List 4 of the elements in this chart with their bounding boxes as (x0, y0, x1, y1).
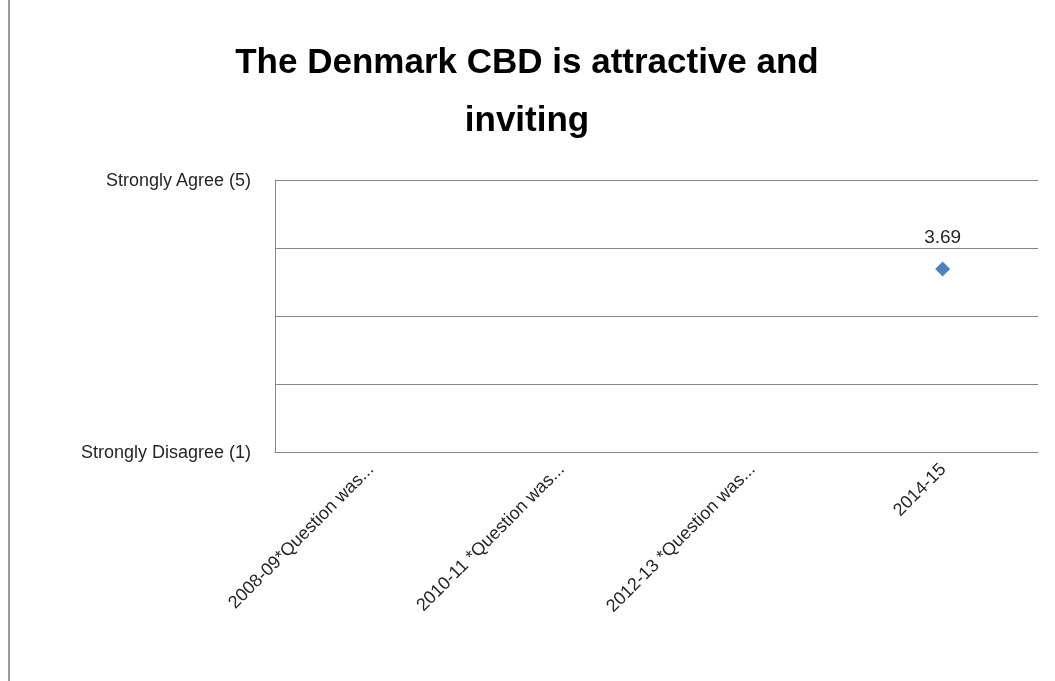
data-label: 3.69 (924, 225, 962, 247)
y-tick-label: Strongly Agree (5) (105, 170, 251, 190)
chart-title: The Denmark CBD is attractive and inviting (234, 40, 820, 140)
y-tick-label: Strongly Disagree (1) (80, 442, 251, 462)
